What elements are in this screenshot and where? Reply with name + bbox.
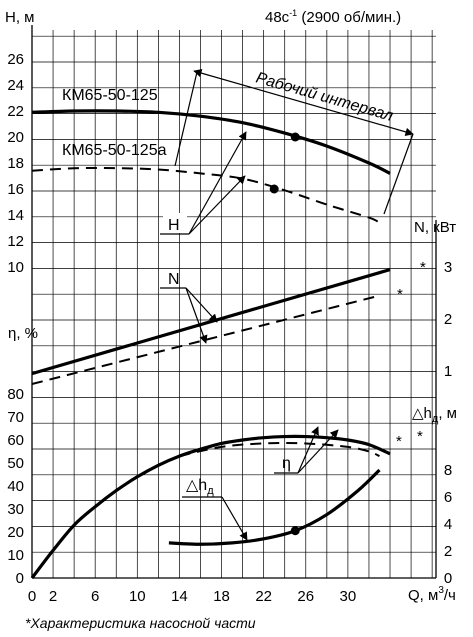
y-tick-head: 20 (7, 129, 24, 146)
y-tick-head: 16 (7, 181, 24, 198)
y-tick-npsh: 0 (444, 570, 452, 587)
x-tick-label: 30 (340, 588, 357, 605)
y-tick-efficiency: 20 (7, 524, 24, 541)
label-n: N (168, 271, 180, 288)
y-label-power: N, кВт (414, 219, 456, 236)
label-eta: η (282, 455, 291, 472)
label-h-bg (163, 213, 187, 233)
y-tick-efficiency: 10 (7, 547, 24, 564)
y-tick-efficiency: 70 (7, 409, 24, 426)
y-label-npsh: △hд, м (412, 405, 457, 425)
y-tick-head: 22 (7, 103, 24, 120)
working-range-left-bound (174, 71, 198, 167)
y-tick-npsh: 8 (444, 462, 452, 479)
y-label-head: H, м (5, 9, 34, 26)
label-h-leader (188, 175, 246, 235)
working-range-label: Рабочий интервал (254, 70, 395, 125)
y-tick-head: 10 (7, 259, 24, 276)
working-range-arrow (193, 69, 414, 136)
y-tick-npsh: 4 (444, 516, 452, 533)
y-tick-efficiency: 60 (7, 432, 24, 449)
series-efficiency-solid (30, 434, 391, 579)
y-tick-power: 1 (444, 363, 452, 380)
asterisk-mark: * (397, 286, 403, 303)
x-label-flow: Q, м3/ч (408, 585, 456, 604)
x-tick-label: 10 (129, 588, 146, 605)
y-tick-power: 2 (444, 311, 452, 328)
asterisk-mark: * (396, 433, 402, 450)
y-tick-head: 14 (7, 207, 24, 224)
y-tick-head: 18 (7, 155, 24, 172)
x-tick-label: 26 (297, 588, 314, 605)
x-tick-label: 2 (49, 588, 57, 605)
x-tick-label: 6 (91, 588, 99, 605)
label-h-leader (188, 131, 247, 235)
series-power-solid (31, 268, 391, 376)
label-eta-leader (297, 429, 339, 474)
label-h: H (168, 217, 180, 234)
operating-point-marker (290, 526, 300, 536)
series-npsh-solid (168, 468, 381, 546)
y-tick-head: 24 (7, 77, 24, 94)
label-n-leader (185, 287, 208, 344)
working-range-right-bound (383, 133, 414, 215)
y-tick-efficiency: 80 (7, 386, 24, 403)
x-tick-label: 14 (171, 588, 188, 605)
x-tick-label: 22 (255, 588, 272, 605)
y-tick-efficiency: 50 (7, 455, 24, 472)
label-delta-h: △hд (186, 477, 214, 497)
y-tick-npsh: 2 (444, 543, 452, 560)
x-tick-label: 0 (28, 588, 36, 605)
operating-point-marker (269, 184, 279, 194)
series-head-dashed (31, 166, 380, 224)
label-eta-leader (297, 426, 319, 474)
chart-ticks: 0 2 6 10 14 18 22 26 301012141618202224260102030… (7, 51, 452, 605)
chart-annotations: * * * * КМ65-50-125 КМ65-50-125а Рабочий интер… (62, 69, 426, 541)
x-tick-label: 18 (213, 588, 230, 605)
footnote: *Характеристика насосной части (25, 615, 256, 631)
operating-point-marker (290, 132, 300, 142)
y-tick-efficiency: 40 (7, 478, 24, 495)
y-tick-head: 12 (7, 233, 24, 250)
asterisk-mark: * (417, 428, 423, 445)
label-delta-h-leader (221, 496, 248, 541)
series-power-dashed (31, 294, 380, 385)
series-efficiency-dashed (179, 442, 380, 458)
y-tick-npsh: 6 (444, 489, 452, 506)
label-km65-50-125: КМ65-50-125 (62, 87, 158, 104)
label-n-leader (185, 287, 218, 323)
title-rpm: 48с-1 (2900 об/мин.) (265, 8, 401, 26)
chart-axes (31, 25, 437, 579)
asterisk-mark: * (420, 259, 426, 276)
y-tick-efficiency: 30 (7, 501, 24, 518)
y-label-efficiency: η, % (8, 325, 38, 342)
y-tick-head: 26 (7, 51, 24, 68)
chart-curves (30, 109, 391, 579)
y-tick-power: 3 (444, 259, 452, 276)
y-tick-efficiency: 0 (16, 570, 24, 587)
label-km65-50-125a: КМ65-50-125а (62, 142, 167, 159)
